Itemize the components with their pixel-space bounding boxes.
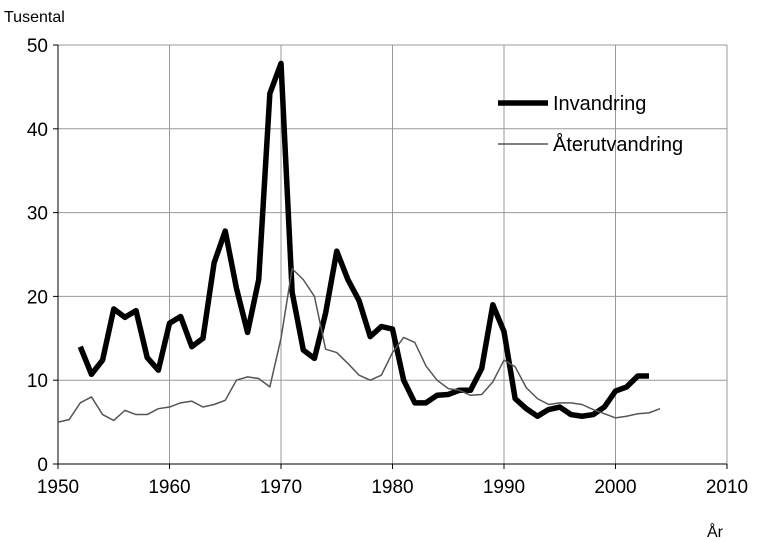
y-tick-label: 0: [37, 455, 48, 476]
x-axis-label: År: [707, 522, 724, 541]
legend-label: Återutvandring: [553, 133, 683, 156]
y-tick-label: 30: [27, 204, 48, 225]
line-series: [57, 268, 661, 423]
y-axis-label: Tusental: [4, 9, 65, 26]
y-tick-label: 10: [27, 371, 48, 392]
x-tick-label: 1950: [37, 477, 79, 498]
y-tick-label: 50: [27, 36, 48, 57]
x-tick-label: 1970: [260, 477, 302, 498]
y-tick-label: 40: [27, 120, 48, 141]
line-series: [77, 60, 649, 419]
legend-label: Invandring: [553, 93, 646, 115]
x-tick-label: 1960: [148, 477, 190, 498]
x-tick-label: 1990: [483, 477, 525, 498]
y-tick-label: 20: [27, 287, 48, 308]
x-tick-label: 1980: [371, 477, 413, 498]
x-tick-label: 2010: [706, 477, 748, 498]
x-tick-label: 2000: [594, 477, 636, 498]
